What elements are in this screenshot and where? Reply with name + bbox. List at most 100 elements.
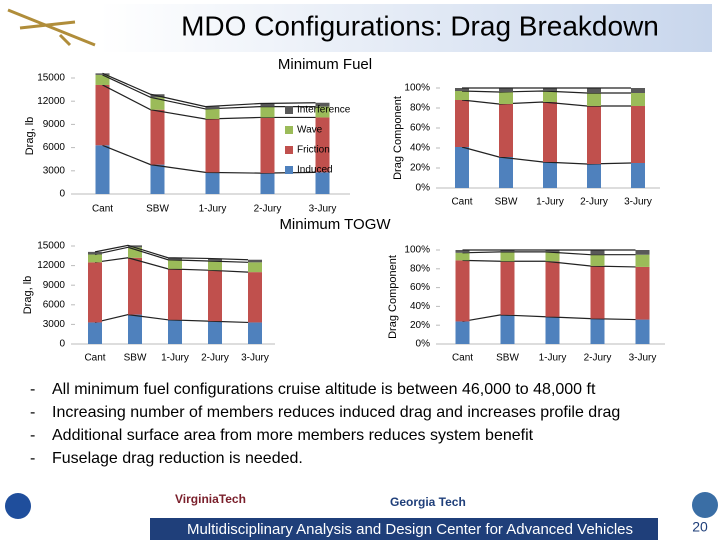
bar-segment [315, 106, 330, 118]
bar-segment [545, 316, 560, 344]
footer-bar [150, 518, 658, 540]
series-line [102, 72, 316, 108]
bar-segment [587, 88, 601, 93]
bar-segment [150, 164, 165, 194]
bar-segment [95, 145, 110, 194]
y-tick-label: 60% [410, 123, 430, 134]
y-tick-label: 12000 [37, 96, 65, 107]
slide-title: MDO Configurations: Drag Breakdown [181, 10, 659, 41]
bar-segment [635, 254, 650, 267]
y-tick-label: 0% [416, 183, 431, 194]
x-tick-label: 3-Jury [624, 197, 652, 208]
bar-segment [587, 106, 601, 164]
bar-segment [631, 163, 645, 188]
x-tick-label: 1-Jury [539, 353, 567, 364]
bar-segment [631, 88, 645, 93]
y-tick-label: 60% [410, 282, 430, 293]
x-tick-label: 2-Jury [201, 353, 229, 364]
x-tick-label: 1-Jury [199, 204, 227, 215]
x-tick-label: 3-Jury [629, 353, 657, 364]
bar-segment [455, 88, 469, 91]
bar-segment [128, 247, 142, 258]
x-tick-label: 1-Jury [161, 353, 189, 364]
bar-segment [168, 319, 182, 344]
bar-segment [95, 73, 110, 75]
y-tick-label: 80% [410, 263, 430, 274]
bar-segment [208, 321, 222, 344]
bar-segment [150, 109, 165, 165]
x-tick-label: 3-Jury [309, 204, 337, 215]
bullet-text: Increasing number of members reduces ind… [52, 404, 620, 421]
bar-segment [315, 172, 330, 194]
y-tick-label: 80% [410, 103, 430, 114]
legend-swatch [285, 106, 293, 114]
x-tick-label: Cant [451, 197, 472, 208]
bar-segment [543, 162, 557, 188]
bar-segment [543, 102, 557, 162]
y-tick-label: 20% [410, 320, 430, 331]
bar-segment [587, 164, 601, 188]
seal-logo [692, 492, 718, 518]
bar-segment [248, 322, 262, 344]
bar-segment [499, 88, 513, 92]
bar-segment [205, 108, 220, 119]
aircraft-icon [7, 8, 96, 47]
legend-swatch [285, 146, 293, 154]
y-tick-label: 40% [410, 301, 430, 312]
bar-segment [260, 117, 275, 174]
legend-label: Interference [297, 105, 351, 116]
bar-segment [88, 262, 102, 323]
bar-segment [260, 173, 275, 194]
bar-segment [590, 265, 605, 319]
bar-segment [455, 252, 470, 261]
bar-segment [545, 250, 560, 252]
bullet-text: Fuselage drag reduction is needed. [52, 450, 303, 467]
y-tick-label: 100% [404, 83, 430, 94]
y-tick-label: 20% [410, 163, 430, 174]
chart-title: Minimum Fuel [278, 56, 372, 73]
y-axis-label: Drag Component [387, 255, 399, 339]
x-tick-label: 3-Jury [241, 353, 269, 364]
series-line [94, 313, 249, 324]
bar-segment [545, 251, 560, 262]
series-line [94, 257, 249, 273]
legend-label: Wave [297, 125, 323, 136]
bar-segment [499, 104, 513, 157]
x-tick-label: 1-Jury [536, 197, 564, 208]
bar-segment [315, 117, 330, 173]
header-band [100, 4, 712, 52]
x-tick-label: SBW [146, 204, 169, 215]
bar-segment [260, 103, 275, 107]
bar-segment [455, 321, 470, 344]
bar-segment [631, 106, 645, 163]
bar-segment [315, 102, 330, 107]
bar-segment [635, 266, 650, 320]
y-tick-label: 100% [404, 245, 430, 256]
bar-segment [543, 88, 557, 91]
bullet-marker: - [30, 404, 35, 421]
y-tick-label: 3000 [43, 165, 66, 176]
bar-segment [208, 258, 222, 262]
logo-text: Georgia Tech [390, 495, 466, 509]
bar-segment [128, 314, 142, 344]
bar-segment [95, 74, 110, 85]
x-tick-label: Cant [84, 353, 105, 364]
page-number: 20 [692, 519, 708, 535]
legend-label: Induced [297, 165, 333, 176]
x-tick-label: Cant [92, 204, 113, 215]
bar-segment [500, 251, 515, 262]
footer-text: Multidisciplinary Analysis and Design Ce… [187, 521, 633, 538]
bar-segment [455, 250, 470, 253]
bar-segment [205, 172, 220, 194]
series-line [94, 246, 249, 263]
legend-swatch [285, 166, 293, 174]
y-tick-label: 0 [59, 189, 65, 200]
x-tick-label: SBW [496, 353, 519, 364]
bar-segment [635, 319, 650, 344]
bar-segment [88, 322, 102, 344]
bar-segment [168, 259, 182, 269]
x-tick-label: 2-Jury [580, 197, 608, 208]
bar-segment [95, 84, 110, 146]
bar-segment [168, 257, 182, 260]
